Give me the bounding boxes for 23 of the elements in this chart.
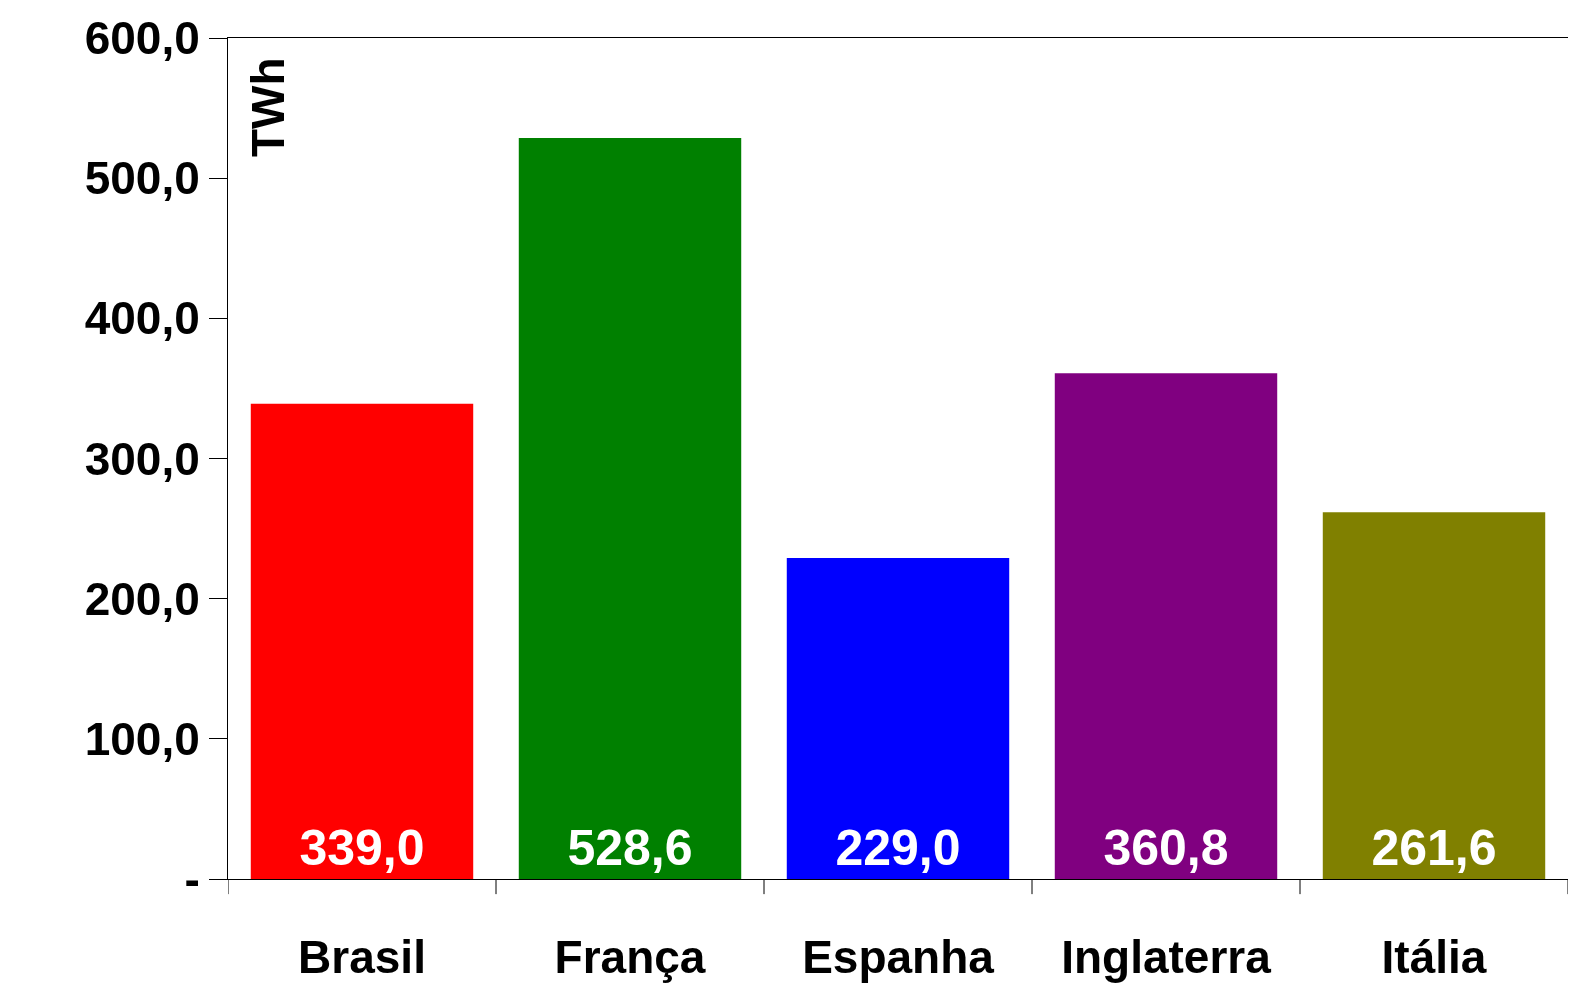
bar (518, 138, 742, 879)
y-tick-label: 100,0 (84, 712, 200, 765)
y-tick-label: 500,0 (84, 152, 200, 205)
x-tick-label: Itália (1381, 931, 1487, 984)
x-tick-label: França (554, 931, 706, 984)
y-axis-title: TWh (242, 57, 295, 158)
x-tick-label: Brasil (298, 931, 426, 984)
bar (250, 403, 474, 879)
y-tick-label: 200,0 (84, 572, 200, 625)
x-tick-label: Inglaterra (1061, 931, 1272, 984)
bar (786, 558, 1010, 879)
data-label: 528,6 (567, 820, 693, 876)
y-tick-label: 400,0 (84, 292, 200, 345)
y-tick-label: - (184, 853, 200, 906)
bar (1322, 512, 1546, 879)
bar (1054, 373, 1278, 879)
data-label: 360,8 (1103, 820, 1229, 876)
data-label: 339,0 (299, 820, 425, 876)
y-tick-label: 600,0 (84, 12, 200, 65)
x-tick-label: Espanha (802, 931, 995, 984)
data-label: 229,0 (835, 820, 961, 876)
data-label: 261,6 (1371, 820, 1497, 876)
y-tick-label: 300,0 (84, 432, 200, 485)
